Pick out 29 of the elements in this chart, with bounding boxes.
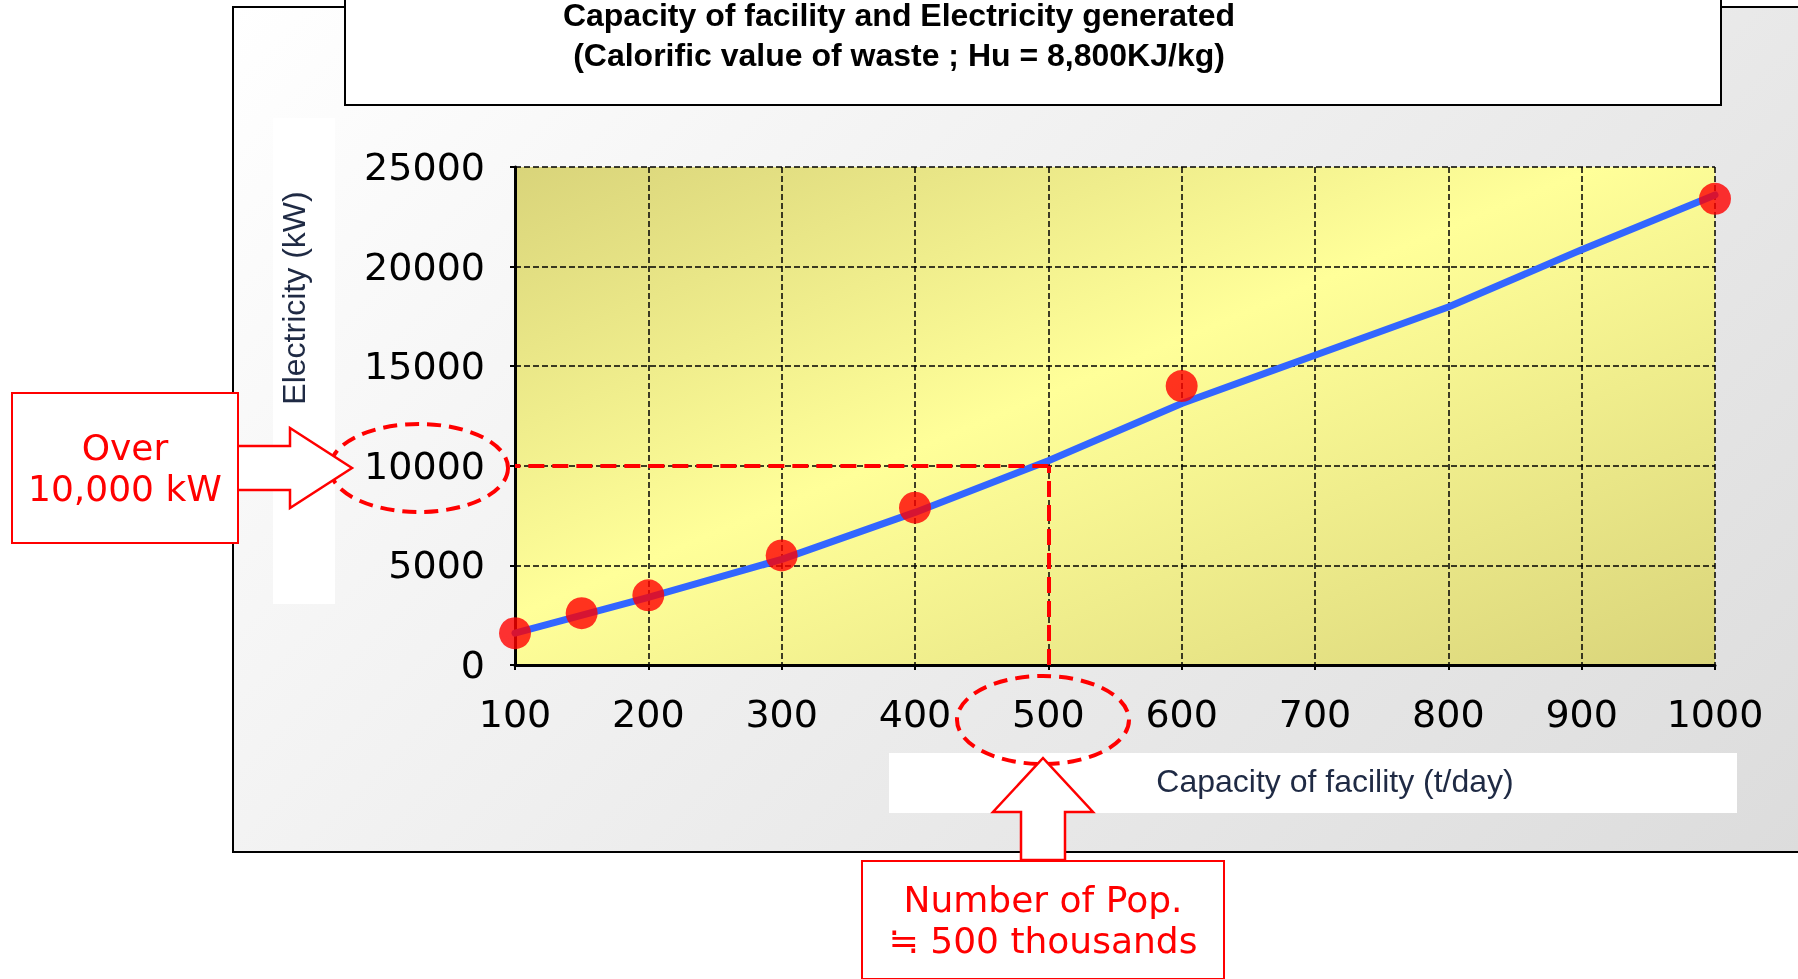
point: [765, 539, 798, 572]
y-tick-label: 20000: [364, 244, 485, 289]
y-tick-label: 15000: [364, 344, 485, 389]
chart-subtitle: (Calorific value of waste ; Hu = 8,800KJ/kg): [573, 37, 1225, 73]
x-tick-label: 300: [745, 692, 818, 736]
point: [565, 597, 598, 630]
y-axis-title: Electricity (kW): [276, 191, 312, 405]
x-tick-label: 900: [1545, 692, 1618, 736]
text: Over 10,000 kW: [11, 392, 239, 544]
x-tick-label: 100: [478, 692, 552, 736]
chart-title: Capacity of facility and Electricity generated: [562, 0, 1236, 33]
x-tick-label: 700: [1278, 692, 1352, 736]
y-tick-label: 5000: [388, 543, 485, 588]
x-tick-label: 800: [1412, 692, 1485, 736]
x-tick-label: 1000: [1666, 692, 1764, 736]
y-tick-label: 25000: [364, 145, 485, 189]
point: [632, 579, 665, 612]
x-tick-label: 400: [878, 692, 952, 736]
point: [499, 617, 531, 650]
point: [1699, 182, 1731, 215]
x-tick-label: 600: [1145, 692, 1218, 736]
y-tick-label: 10000: [364, 443, 485, 488]
x-tick-label: 500: [1012, 692, 1085, 736]
text: Number of Pop. ≒ 500 thousands: [861, 860, 1225, 979]
y-tick-label: 0: [460, 643, 485, 687]
point: [1165, 370, 1198, 403]
x-tick-label: 200: [612, 692, 685, 736]
x-axis-title: Capacity of facility (t/day): [1156, 763, 1514, 799]
point: [899, 491, 931, 524]
